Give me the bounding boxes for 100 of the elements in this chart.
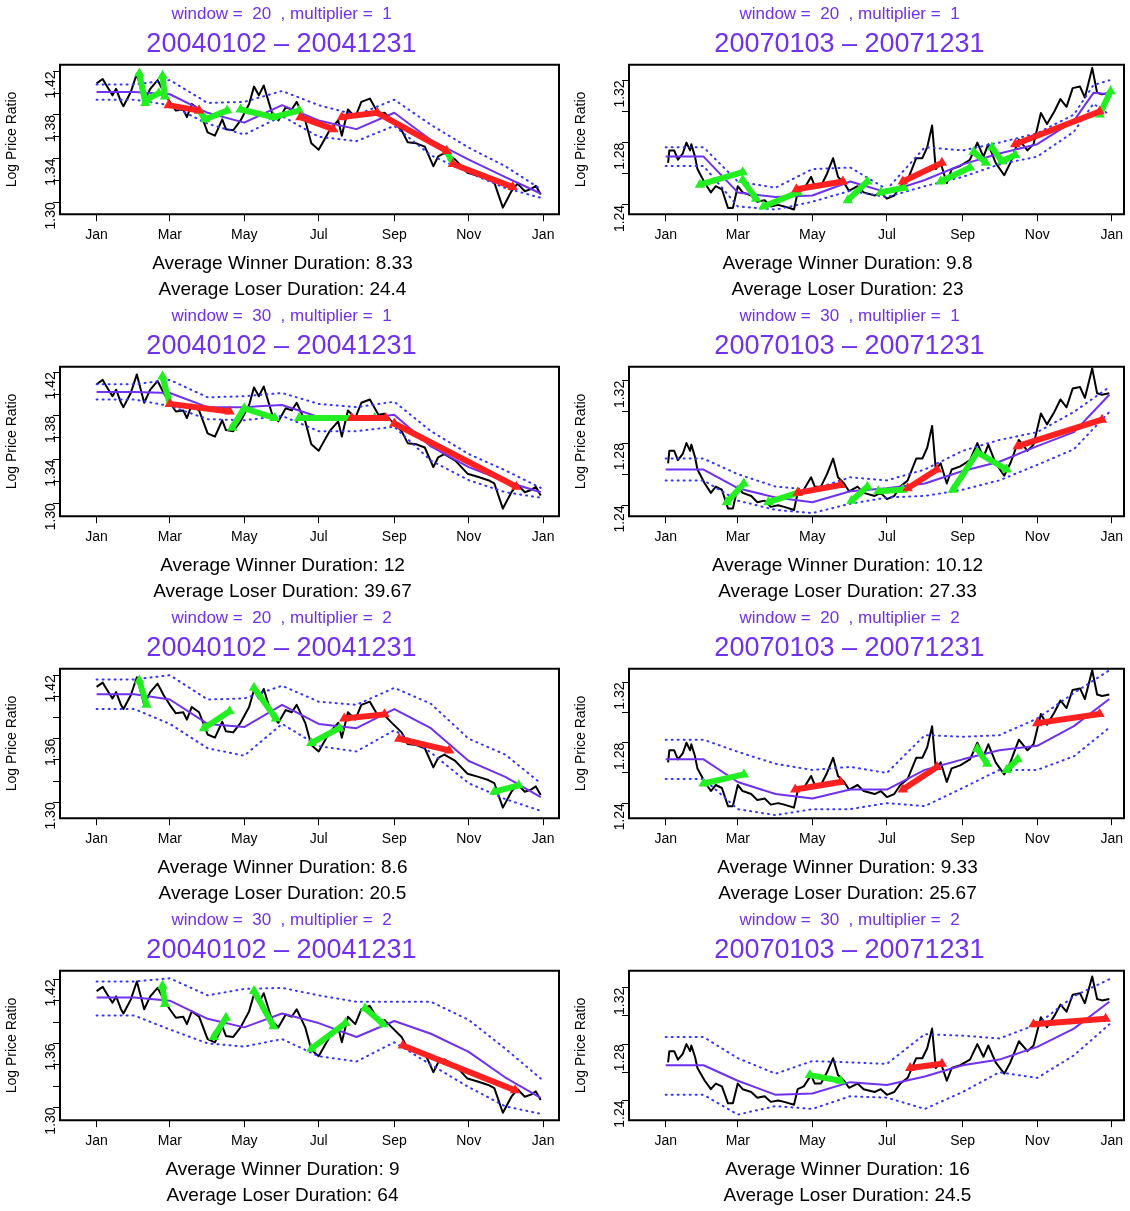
x-tick-label: Sep [381, 1132, 407, 1149]
text: Average Winner Duration: 8.6 [156, 855, 409, 879]
chart-subtitle: window = 20 , multiplier = 1 [170, 3, 392, 23]
x-tick-label: Sep [381, 830, 407, 847]
x-tick-label: Nov [456, 528, 482, 545]
text: Average Loser Duration: 27.33 [717, 579, 978, 603]
text: Average Loser Duration: 39.67 [152, 579, 413, 603]
text: Average Winner Duration: 10.12 [710, 553, 985, 577]
x-tick-label: Jul [877, 528, 896, 545]
x-tick-label: Nov [1024, 830, 1050, 847]
x-tick-label: May [231, 226, 258, 243]
x-tick-label: Jan [85, 226, 108, 243]
x-tick-label: Jan [85, 830, 108, 847]
y-tick-label: 1.28 [610, 742, 627, 770]
y-tick-label: 1.42 [41, 674, 58, 703]
chart-title: 20040102 – 20041231 [146, 632, 417, 663]
y-tick-label: 1.24 [610, 1100, 627, 1128]
x-tick-label: Jul [309, 830, 328, 847]
chart-title: 20040102 – 20041231 [146, 330, 417, 361]
text: Average Winner Duration: 16 [724, 1157, 971, 1181]
y-axis-title: Log Price Ratio [572, 695, 589, 792]
text: Average Loser Duration: 24.4 [157, 277, 408, 301]
y-tick-label: 1.28 [610, 1043, 627, 1072]
x-tick-label: Mar [725, 830, 751, 847]
text: Average Winner Duration: 9.33 [716, 855, 979, 879]
x-tick-label: Jul [877, 226, 896, 243]
x-tick-label: Sep [950, 1132, 976, 1149]
y-tick-label: 1.30 [41, 502, 58, 531]
y-tick-label: 1.36 [41, 1043, 58, 1071]
x-tick-label: Jan [654, 226, 677, 243]
x-tick-label: May [231, 830, 258, 847]
y-tick-label: 1.42 [41, 372, 58, 400]
text: Average Loser Duration: 64 [165, 1183, 400, 1207]
x-tick-label: Jan [1100, 1132, 1124, 1149]
x-tick-label: Mar [157, 1132, 183, 1149]
chart-title: 20070103 – 20071231 [714, 330, 985, 361]
text: Average Winner Duration: 9 [164, 1157, 401, 1181]
x-tick-label: May [231, 528, 258, 545]
chart-subtitle: window = 30 , multiplier = 1 [738, 305, 960, 325]
x-tick-label: Jan [531, 830, 555, 847]
chart-subtitle: window = 30 , multiplier = 2 [170, 909, 392, 929]
x-tick-label: Sep [950, 528, 976, 545]
x-tick-label: Nov [1024, 226, 1050, 243]
x-tick-label: Jan [654, 830, 677, 847]
x-tick-label: Nov [1024, 1132, 1050, 1149]
chart-title: 20070103 – 20071231 [714, 28, 985, 59]
x-tick-label: Nov [456, 226, 482, 243]
x-tick-label: Jan [85, 528, 108, 545]
y-tick-label: 1.28 [610, 142, 627, 170]
x-tick-label: Sep [950, 226, 976, 243]
x-tick-label: May [799, 1132, 826, 1149]
chart-subtitle: window = 20 , multiplier = 1 [738, 3, 960, 23]
y-tick-label: 1.28 [610, 442, 627, 471]
x-tick-label: Jan [1100, 528, 1124, 545]
y-tick-label: 1.24 [610, 204, 627, 233]
text: Average Winner Duration: 12 [159, 553, 406, 577]
x-tick-label: Mar [157, 528, 183, 545]
y-tick-label: 1.36 [41, 738, 58, 766]
chart-title: 20070103 – 20071231 [714, 934, 985, 965]
y-tick-label: 1.34 [41, 459, 58, 487]
x-tick-label: Jan [654, 1132, 677, 1149]
x-tick-label: Jan [531, 1132, 555, 1149]
x-tick-label: Jan [531, 226, 555, 243]
text: Average Winner Duration: 9.8 [721, 251, 974, 275]
y-tick-label: 1.30 [41, 201, 58, 230]
x-tick-label: Nov [1024, 528, 1050, 545]
chart-title: 20040102 – 20041231 [146, 28, 417, 59]
text: Average Loser Duration: 24.5 [722, 1183, 973, 1207]
x-tick-label: Jan [1100, 830, 1124, 847]
x-tick-label: Jul [309, 226, 328, 243]
y-tick-label: 1.30 [41, 802, 58, 830]
x-tick-label: May [231, 1132, 258, 1149]
x-tick-label: May [799, 528, 826, 545]
x-tick-label: Mar [157, 830, 183, 847]
text: Average Loser Duration: 23 [730, 277, 965, 301]
x-tick-label: Mar [725, 528, 751, 545]
x-tick-label: Nov [456, 1132, 482, 1149]
x-tick-label: Jan [85, 1132, 108, 1149]
y-axis-title: Log Price Ratio [3, 997, 20, 1094]
y-tick-label: 1.38 [41, 114, 58, 143]
y-tick-label: 1.30 [41, 1107, 58, 1135]
chart-subtitle: window = 20 , multiplier = 2 [738, 607, 960, 627]
y-tick-label: 1.38 [41, 415, 58, 444]
x-tick-label: Jul [877, 830, 896, 847]
chart-subtitle: window = 30 , multiplier = 2 [738, 909, 960, 929]
x-tick-label: May [799, 830, 826, 847]
x-tick-label: Sep [381, 528, 407, 545]
y-tick-label: 1.42 [41, 71, 58, 99]
chart-subtitle: window = 20 , multiplier = 2 [170, 607, 392, 627]
y-axis-title: Log Price Ratio [572, 997, 589, 1094]
y-tick-label: 1.32 [610, 682, 627, 710]
x-tick-label: Jan [531, 528, 555, 545]
x-tick-label: Mar [725, 1132, 751, 1149]
y-tick-label: 1.34 [41, 158, 58, 186]
y-tick-label: 1.42 [41, 979, 58, 1007]
y-axis-title: Log Price Ratio [572, 91, 589, 188]
y-axis-title: Log Price Ratio [572, 393, 589, 490]
x-tick-label: Jan [654, 528, 677, 545]
x-tick-label: Jan [1100, 226, 1124, 243]
y-axis-title: Log Price Ratio [3, 695, 20, 792]
